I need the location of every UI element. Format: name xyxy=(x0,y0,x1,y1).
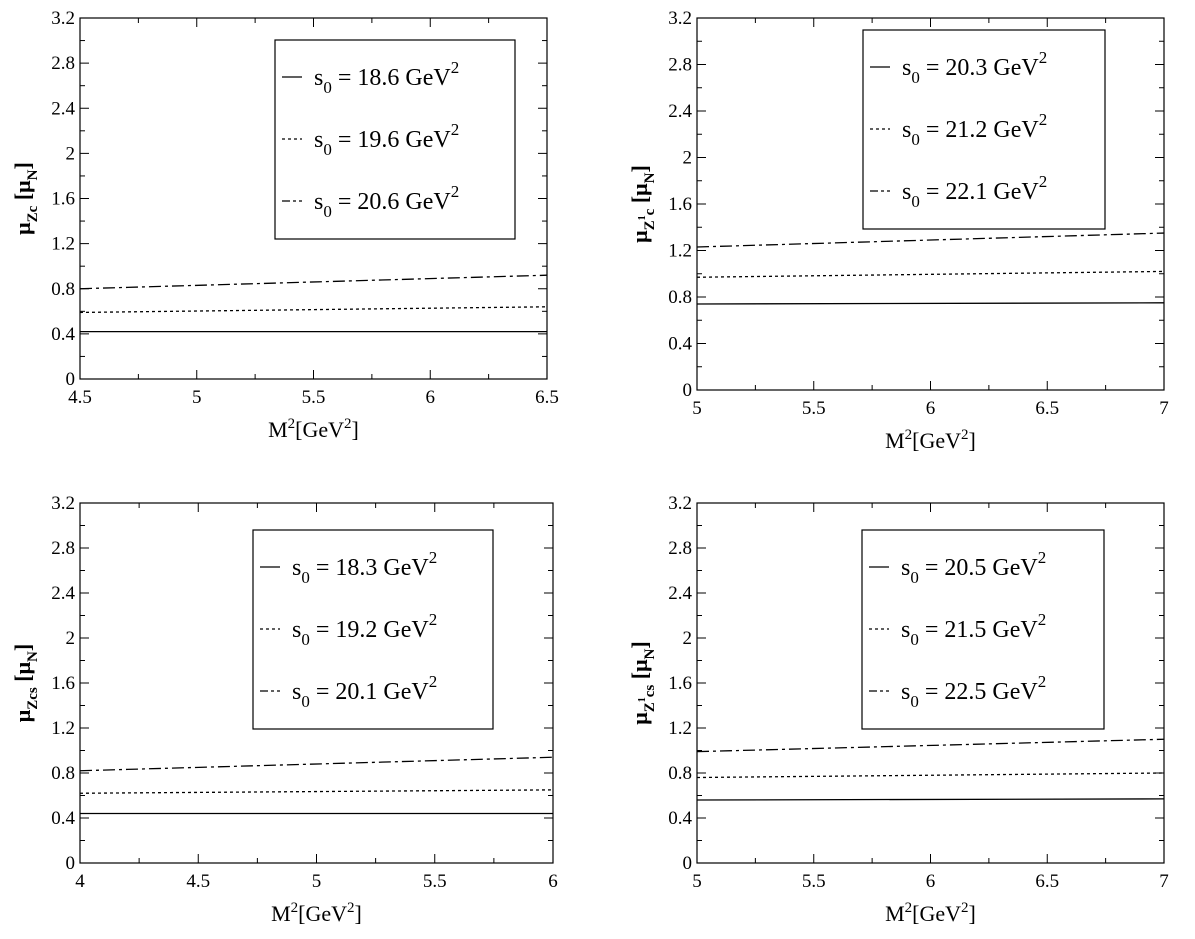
series-line-2 xyxy=(696,270,1165,278)
y-tick-label: 2 xyxy=(683,148,693,169)
x-tick-label: 5 xyxy=(692,398,702,419)
y-tick-label: 2.8 xyxy=(51,53,75,74)
y-axis-label: μZc [μN] xyxy=(10,162,41,235)
legend-box xyxy=(274,39,516,240)
series-line-2 xyxy=(79,789,554,794)
chart-panel-2: 0 0.4 0.8 1.2 1.6 2 2.4 2.8 3.2 5 5.5 6 6.5 7 M2[GeV2]… xyxy=(627,8,1169,453)
y-tick-label: 0 xyxy=(683,380,693,401)
x-tick-label: 4.5 xyxy=(186,871,210,892)
y-tick-label: 3.2 xyxy=(668,8,692,29)
y-tick-label: 1.6 xyxy=(51,189,75,210)
legend-label-2: s0 = 19.2 GeV2 xyxy=(292,610,437,649)
y-tick-label: 0.8 xyxy=(668,763,692,784)
x-tick-label: 5 xyxy=(692,871,702,892)
y-tick-label: 1.6 xyxy=(668,194,692,215)
y-tick-label: 1.2 xyxy=(668,718,692,739)
legend-label-2: s0 = 21.5 GeV2 xyxy=(901,610,1046,649)
y-tick-label: 1.2 xyxy=(668,241,692,262)
x-axis-label: M2[GeV2] xyxy=(885,427,976,453)
chart-panel-4: 0 0.4 0.8 1.2 1.6 2 2.4 2.8 3.2 5 5.5 6 6.5 7 M2[GeV2]… xyxy=(627,493,1169,926)
x-tick-label: 6 xyxy=(548,871,558,892)
y-tick-label: 2.8 xyxy=(668,538,692,559)
legend-label-2: s0 = 21.2 GeV2 xyxy=(902,110,1047,149)
series-line-2 xyxy=(696,772,1165,779)
legend-label-1: s0 = 18.6 GeV2 xyxy=(314,58,459,97)
x-tick-label: 6 xyxy=(926,398,936,419)
legend: s0 = 20.5 GeV2 s0 = 21.5 GeV2 s0 = 22.5 Ge… xyxy=(861,529,1105,730)
y-tick-label: 3.2 xyxy=(51,8,75,29)
y-axis-label: μZ1cs [μN] xyxy=(627,641,658,724)
y-tick-label: 1.2 xyxy=(51,234,75,255)
y-tick-label: 2.4 xyxy=(668,583,692,604)
legend-label-1: s0 = 18.3 GeV2 xyxy=(292,548,437,587)
y-tick-label: 2.8 xyxy=(51,538,75,559)
legend-label-3: s0 = 20.6 GeV2 xyxy=(314,182,459,221)
series-line-3 xyxy=(79,274,548,290)
y-tick-label: 0.4 xyxy=(51,808,75,829)
legend-label-3: s0 = 22.5 GeV2 xyxy=(901,672,1046,711)
y-tick-label: 1.6 xyxy=(51,673,75,694)
x-tick-label: 5.5 xyxy=(802,871,826,892)
y-tick-label: 0.4 xyxy=(51,324,75,345)
x-tick-label: 7 xyxy=(1159,398,1169,419)
series-line-1 xyxy=(696,798,1165,801)
y-tick-label: 0.8 xyxy=(668,287,692,308)
chart-panel-1: 0 0.4 0.8 1.2 1.6 2 2.4 2.8 3.2 4.5 5 5.5 6 6.5 M2[GeV… xyxy=(10,8,559,442)
x-tick-label: 5 xyxy=(192,387,202,408)
x-axis-label: M2[GeV2] xyxy=(271,900,362,926)
x-tick-label: 6 xyxy=(926,871,936,892)
legend-label-3: s0 = 22.1 GeV2 xyxy=(902,172,1047,211)
legend-label-1: s0 = 20.3 GeV2 xyxy=(902,48,1047,87)
legend-box xyxy=(252,529,494,730)
legend: s0 = 20.3 GeV2 s0 = 21.2 GeV2 s0 = 22.1 Ge… xyxy=(862,29,1106,230)
y-tick-label: 0 xyxy=(683,853,693,874)
x-tick-label: 4 xyxy=(75,871,85,892)
x-tick-label: 6.5 xyxy=(1035,871,1059,892)
x-tick-label: 5.5 xyxy=(302,387,326,408)
y-tick-label: 2 xyxy=(66,143,76,164)
y-tick-label: 0 xyxy=(66,853,76,874)
legend: s0 = 18.6 GeV2 s0 = 19.6 GeV2 s0 = 20.6 Ge… xyxy=(274,39,516,240)
y-tick-label: 0.4 xyxy=(668,808,692,829)
x-tick-label: 6.5 xyxy=(535,387,559,408)
series-line-3 xyxy=(696,738,1165,753)
x-axis-label: M2[GeV2] xyxy=(885,900,976,926)
x-tick-label: 7 xyxy=(1159,871,1169,892)
series-line-3 xyxy=(696,232,1165,248)
x-tick-label: 5.5 xyxy=(802,398,826,419)
series-line-1 xyxy=(696,302,1165,305)
x-tick-label: 5.5 xyxy=(423,871,447,892)
y-tick-label: 2.8 xyxy=(668,55,692,76)
legend-label-3: s0 = 20.1 GeV2 xyxy=(292,672,437,711)
y-tick-label: 0.4 xyxy=(668,334,692,355)
y-tick-label: 2.4 xyxy=(51,583,75,604)
y-tick-label: 2 xyxy=(66,628,76,649)
x-tick-label: 6 xyxy=(426,387,436,408)
y-tick-label: 1.2 xyxy=(51,718,75,739)
y-tick-label: 0.8 xyxy=(51,763,75,784)
series-line-3 xyxy=(79,756,554,772)
y-axis-label: μZ1c [μN] xyxy=(627,165,658,243)
y-tick-label: 0.8 xyxy=(51,279,75,300)
x-tick-label: 4.5 xyxy=(68,387,92,408)
y-tick-label: 3.2 xyxy=(668,493,692,514)
y-tick-label: 2.4 xyxy=(51,98,75,119)
series-line-2 xyxy=(79,306,548,314)
y-tick-label: 2.4 xyxy=(668,101,692,122)
y-tick-label: 0 xyxy=(66,369,76,390)
x-tick-label: 5 xyxy=(312,871,322,892)
y-tick-label: 1.6 xyxy=(668,673,692,694)
y-tick-label: 3.2 xyxy=(51,493,75,514)
legend-box xyxy=(862,29,1106,230)
chart-panel-3: 0 0.4 0.8 1.2 1.6 2 2.4 2.8 3.2 4 4.5 5 5.5 6 M2[GeV2]… xyxy=(10,493,558,926)
legend: s0 = 18.3 GeV2 s0 = 19.2 GeV2 s0 = 20.1 Ge… xyxy=(252,529,494,730)
legend-label-1: s0 = 20.5 GeV2 xyxy=(901,548,1046,587)
y-axis-label: μZcs [μN] xyxy=(10,644,41,722)
y-tick-label: 2 xyxy=(683,628,693,649)
legend-label-2: s0 = 19.6 GeV2 xyxy=(314,120,459,159)
x-tick-label: 6.5 xyxy=(1035,398,1059,419)
x-axis-label: M2[GeV2] xyxy=(268,416,359,442)
legend-box xyxy=(861,529,1105,730)
